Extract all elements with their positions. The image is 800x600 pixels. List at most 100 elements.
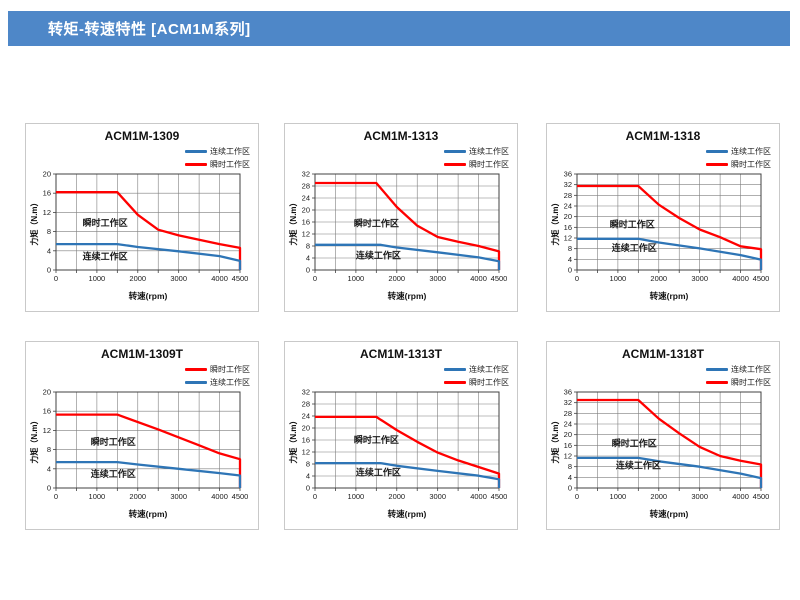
x-axis-label: 转速(rpm) [128, 509, 168, 519]
chart-panel-acm1m-1313t: ACM1M-1313T 连续工作区 瞬时工作区 0 1000 2000 3000 4000… [284, 341, 518, 530]
x-tick-label: 0 [313, 492, 317, 501]
x-tick-label: 1000 [348, 492, 365, 501]
zone-annotation: 连续工作区 [616, 460, 661, 471]
continuous-curve [315, 243, 501, 270]
x-tick-label: 4500 [232, 492, 249, 501]
y-tick-label: 24 [564, 420, 572, 429]
y-tick-label: 20 [302, 206, 310, 215]
y-tick-label: 36 [564, 388, 572, 397]
y-tick-label: 4 [568, 473, 572, 482]
legend-label: 连续工作区 [731, 147, 771, 156]
y-tick-label: 20 [564, 430, 572, 439]
zone-annotation: 瞬时工作区 [83, 217, 128, 228]
y-axis-label: 力矩（N.m） [289, 416, 298, 464]
instant-line-swatch [444, 163, 466, 166]
instant-line-swatch [444, 381, 466, 384]
page-title: 转矩-转速特性 [ACM1M系列] [48, 21, 251, 38]
chart-panel-acm1m-1318t: ACM1M-1318T 连续工作区 瞬时工作区 0 1000 2000 3000 4000… [546, 341, 780, 530]
continuous-line-swatch [444, 150, 466, 153]
y-tick-label: 16 [43, 407, 51, 416]
chart-panel-acm1m-1313: ACM1M-1313 连续工作区 瞬时工作区 0 1000 2000 3000 4000 4… [284, 123, 518, 312]
x-tick-label: 0 [575, 274, 579, 283]
y-tick-label: 0 [47, 484, 51, 493]
instant-line-swatch [185, 163, 207, 166]
continuous-line-swatch [185, 150, 207, 153]
legend-entry-continuous: 连续工作区 [706, 364, 771, 375]
instant-curve [56, 413, 242, 488]
x-tick-label: 2000 [129, 274, 146, 283]
legend-label: 瞬时工作区 [210, 365, 250, 374]
x-tick-label: 4500 [491, 492, 508, 501]
continuous-curve [56, 460, 242, 488]
continuous-curve [577, 237, 763, 270]
chart-panel-acm1m-1309: ACM1M-1309 连续工作区 瞬时工作区 0 1000 2000 3000 4000 4… [25, 123, 259, 312]
x-tick-label: 4500 [753, 274, 770, 283]
x-tick-label: 4500 [232, 274, 249, 283]
x-tick-label: 4000 [732, 492, 749, 501]
page-header: 转矩-转速特性 [ACM1M系列] [8, 11, 790, 46]
legend-label: 连续工作区 [469, 147, 509, 156]
y-tick-label: 12 [302, 448, 310, 457]
x-tick-label: 0 [54, 274, 58, 283]
legend-entry-instant: 瞬时工作区 [185, 159, 250, 170]
zone-annotation: 连续工作区 [356, 467, 401, 478]
y-tick-label: 16 [43, 189, 51, 198]
x-tick-label: 0 [313, 274, 317, 283]
zone-annotation: 瞬时工作区 [91, 436, 136, 447]
chart-title: ACM1M-1309T [100, 347, 184, 361]
x-axis-label: 转速(rpm) [128, 291, 168, 301]
chart-title: ACM1M-1318 [625, 129, 701, 143]
x-axis-label: 转速(rpm) [387, 509, 427, 519]
plot-border [576, 391, 762, 489]
y-tick-label: 4 [568, 255, 572, 264]
y-axis-label: 力矩（N.m） [551, 416, 560, 464]
plot-border [55, 173, 241, 271]
y-tick-label: 24 [302, 412, 310, 421]
y-tick-label: 4 [306, 472, 310, 481]
y-tick-label: 36 [564, 170, 572, 179]
x-tick-label: 4500 [753, 492, 770, 501]
x-axis-label: 转速(rpm) [649, 291, 689, 301]
y-tick-label: 24 [302, 194, 310, 203]
instant-curve [315, 181, 501, 270]
y-tick-label: 0 [306, 484, 310, 493]
x-tick-label: 2000 [388, 492, 405, 501]
y-tick-label: 16 [564, 223, 572, 232]
y-axis-label: 力矩（N.m） [551, 198, 560, 246]
zone-annotation: 连续工作区 [356, 249, 401, 260]
x-tick-label: 3000 [691, 274, 708, 283]
legend-entry-instant: 瞬时工作区 [444, 377, 509, 388]
x-tick-label: 3000 [170, 492, 187, 501]
continuous-line-swatch [185, 381, 207, 384]
y-tick-label: 12 [564, 452, 572, 461]
continuous-line-swatch [706, 150, 728, 153]
y-tick-label: 32 [302, 388, 310, 397]
chart-legend: 连续工作区 瞬时工作区 [706, 364, 771, 388]
legend-label: 连续工作区 [210, 378, 250, 387]
y-tick-label: 8 [568, 244, 572, 253]
chart-panel-acm1m-1309t: ACM1M-1309T 瞬时工作区 连续工作区 0 1000 2000 3000 4000… [25, 341, 259, 530]
x-tick-label: 4000 [211, 274, 228, 283]
x-tick-label: 3000 [429, 492, 446, 501]
legend-label: 瞬时工作区 [731, 160, 771, 169]
y-tick-label: 20 [43, 170, 51, 179]
legend-entry-instant: 瞬时工作区 [706, 159, 771, 170]
zone-annotation: 瞬时工作区 [610, 218, 655, 229]
y-tick-label: 0 [306, 266, 310, 275]
y-tick-label: 4 [47, 246, 51, 255]
y-tick-label: 32 [302, 170, 310, 179]
y-tick-label: 12 [564, 234, 572, 243]
x-tick-label: 2000 [388, 274, 405, 283]
chart-title: ACM1M-1309 [104, 129, 180, 143]
y-tick-label: 20 [302, 424, 310, 433]
y-tick-label: 16 [302, 436, 310, 445]
plot-border [55, 391, 241, 489]
legend-entry-continuous: 连续工作区 [444, 146, 509, 157]
legend-entry-continuous: 连续工作区 [706, 146, 771, 157]
legend-label: 连续工作区 [210, 147, 250, 156]
y-tick-label: 8 [568, 462, 572, 471]
instant-line-swatch [706, 163, 728, 166]
y-tick-label: 4 [47, 464, 51, 473]
